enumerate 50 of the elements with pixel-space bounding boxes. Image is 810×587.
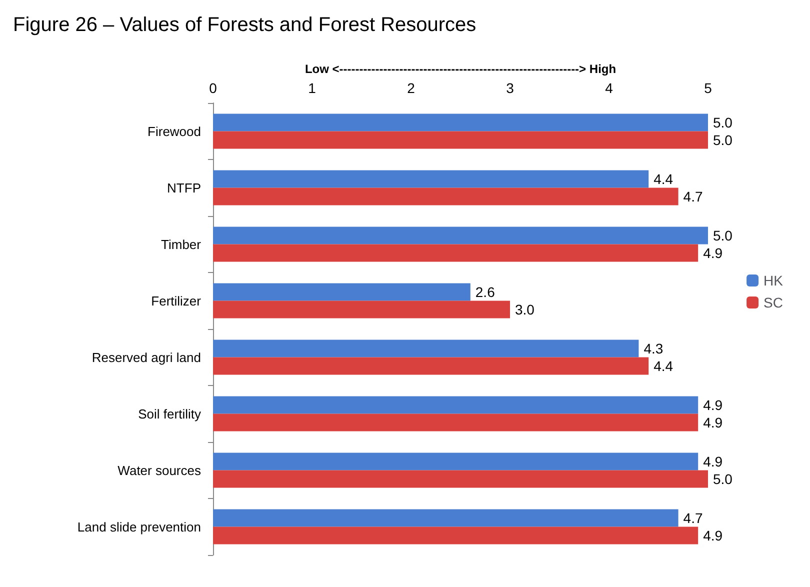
bar	[213, 509, 678, 527]
y-tick-label: Soil fertility	[138, 406, 202, 422]
y-tick-label: Timber	[161, 236, 202, 252]
bar	[213, 244, 698, 262]
bar	[213, 300, 510, 318]
x-tick-label: 0	[209, 80, 218, 96]
bar	[213, 526, 698, 544]
chart-title: Figure 26 – Values of Forests and Forest Resources	[13, 14, 476, 36]
data-label: 5.0	[713, 114, 733, 130]
bar	[213, 188, 678, 206]
y-tick-label: Fertilizer	[151, 293, 202, 308]
bar	[213, 470, 708, 488]
bar	[213, 396, 698, 414]
data-label: 4.7	[683, 188, 703, 205]
x-tick-label: 5	[704, 80, 712, 96]
x-axis-title: Low <------------------------------------------------------------> High	[304, 62, 616, 76]
y-tick-label: Reserved agri land	[92, 350, 201, 365]
data-label: 5.0	[713, 132, 733, 148]
data-label: 4.9	[703, 245, 723, 262]
data-label: 2.6	[475, 284, 496, 300]
bar	[213, 131, 708, 149]
data-label: 4.4	[654, 358, 674, 374]
data-label: 5.0	[713, 471, 733, 488]
data-label: 4.9	[703, 453, 723, 470]
y-tick-label: Water sources	[118, 462, 202, 478]
x-tick-label: 4	[605, 80, 614, 96]
bar	[213, 357, 649, 375]
bar	[213, 114, 708, 132]
x-tick-label: 3	[506, 80, 514, 96]
bar	[213, 414, 698, 432]
bar	[213, 226, 708, 244]
bar	[213, 452, 698, 470]
x-tick-label: 1	[308, 80, 316, 96]
data-label: 4.9	[703, 396, 723, 413]
data-label: 5.0	[713, 227, 733, 244]
x-tick-label: 2	[407, 80, 416, 96]
legend-label: HK	[764, 272, 784, 288]
bar	[213, 283, 470, 301]
y-tick-label: Land slide prevention	[77, 519, 201, 534]
data-label: 4.7	[683, 510, 703, 526]
y-tick-label: NTFP	[167, 180, 201, 196]
data-label: 4.4	[654, 170, 674, 187]
data-label: 4.3	[644, 340, 664, 356]
data-label: 4.9	[703, 528, 723, 544]
data-label: 4.9	[703, 414, 723, 431]
bar	[213, 340, 639, 358]
bar	[213, 170, 649, 188]
y-tick-label: Firewood	[148, 124, 201, 139]
data-label: 3.0	[515, 302, 535, 318]
legend-label: SC	[764, 294, 784, 310]
